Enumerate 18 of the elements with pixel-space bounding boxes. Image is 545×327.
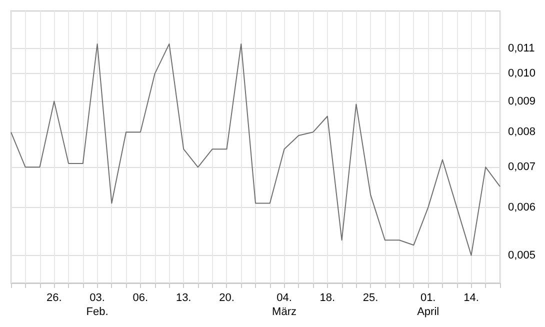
x-tick-label: 26. [46,292,62,304]
x-tick-label: 03. Feb. [86,292,108,318]
y-tick-label: 0,007 [508,161,536,174]
x-tick-label: 18. [320,292,336,304]
y-tick-label: 0,009 [508,95,536,108]
x-tick-label: 04. März [272,292,296,318]
y-tick-label: 0,011 [508,42,535,55]
y-tick-label: 0,005 [508,249,536,262]
y-tick-label: 0,006 [508,202,536,214]
x-tick-label: 01. April [417,292,440,318]
x-tick-label: 14. [464,292,479,304]
x-tick-label: 20. [219,292,234,304]
y-tick-label: 0,008 [508,126,536,138]
line-series [10,43,500,256]
y-tick-label: 0,010 [508,68,536,80]
x-tick-label: 06. [132,292,148,304]
x-tick-label: 25. [362,292,378,304]
x-tick-label: 13. [176,292,192,304]
